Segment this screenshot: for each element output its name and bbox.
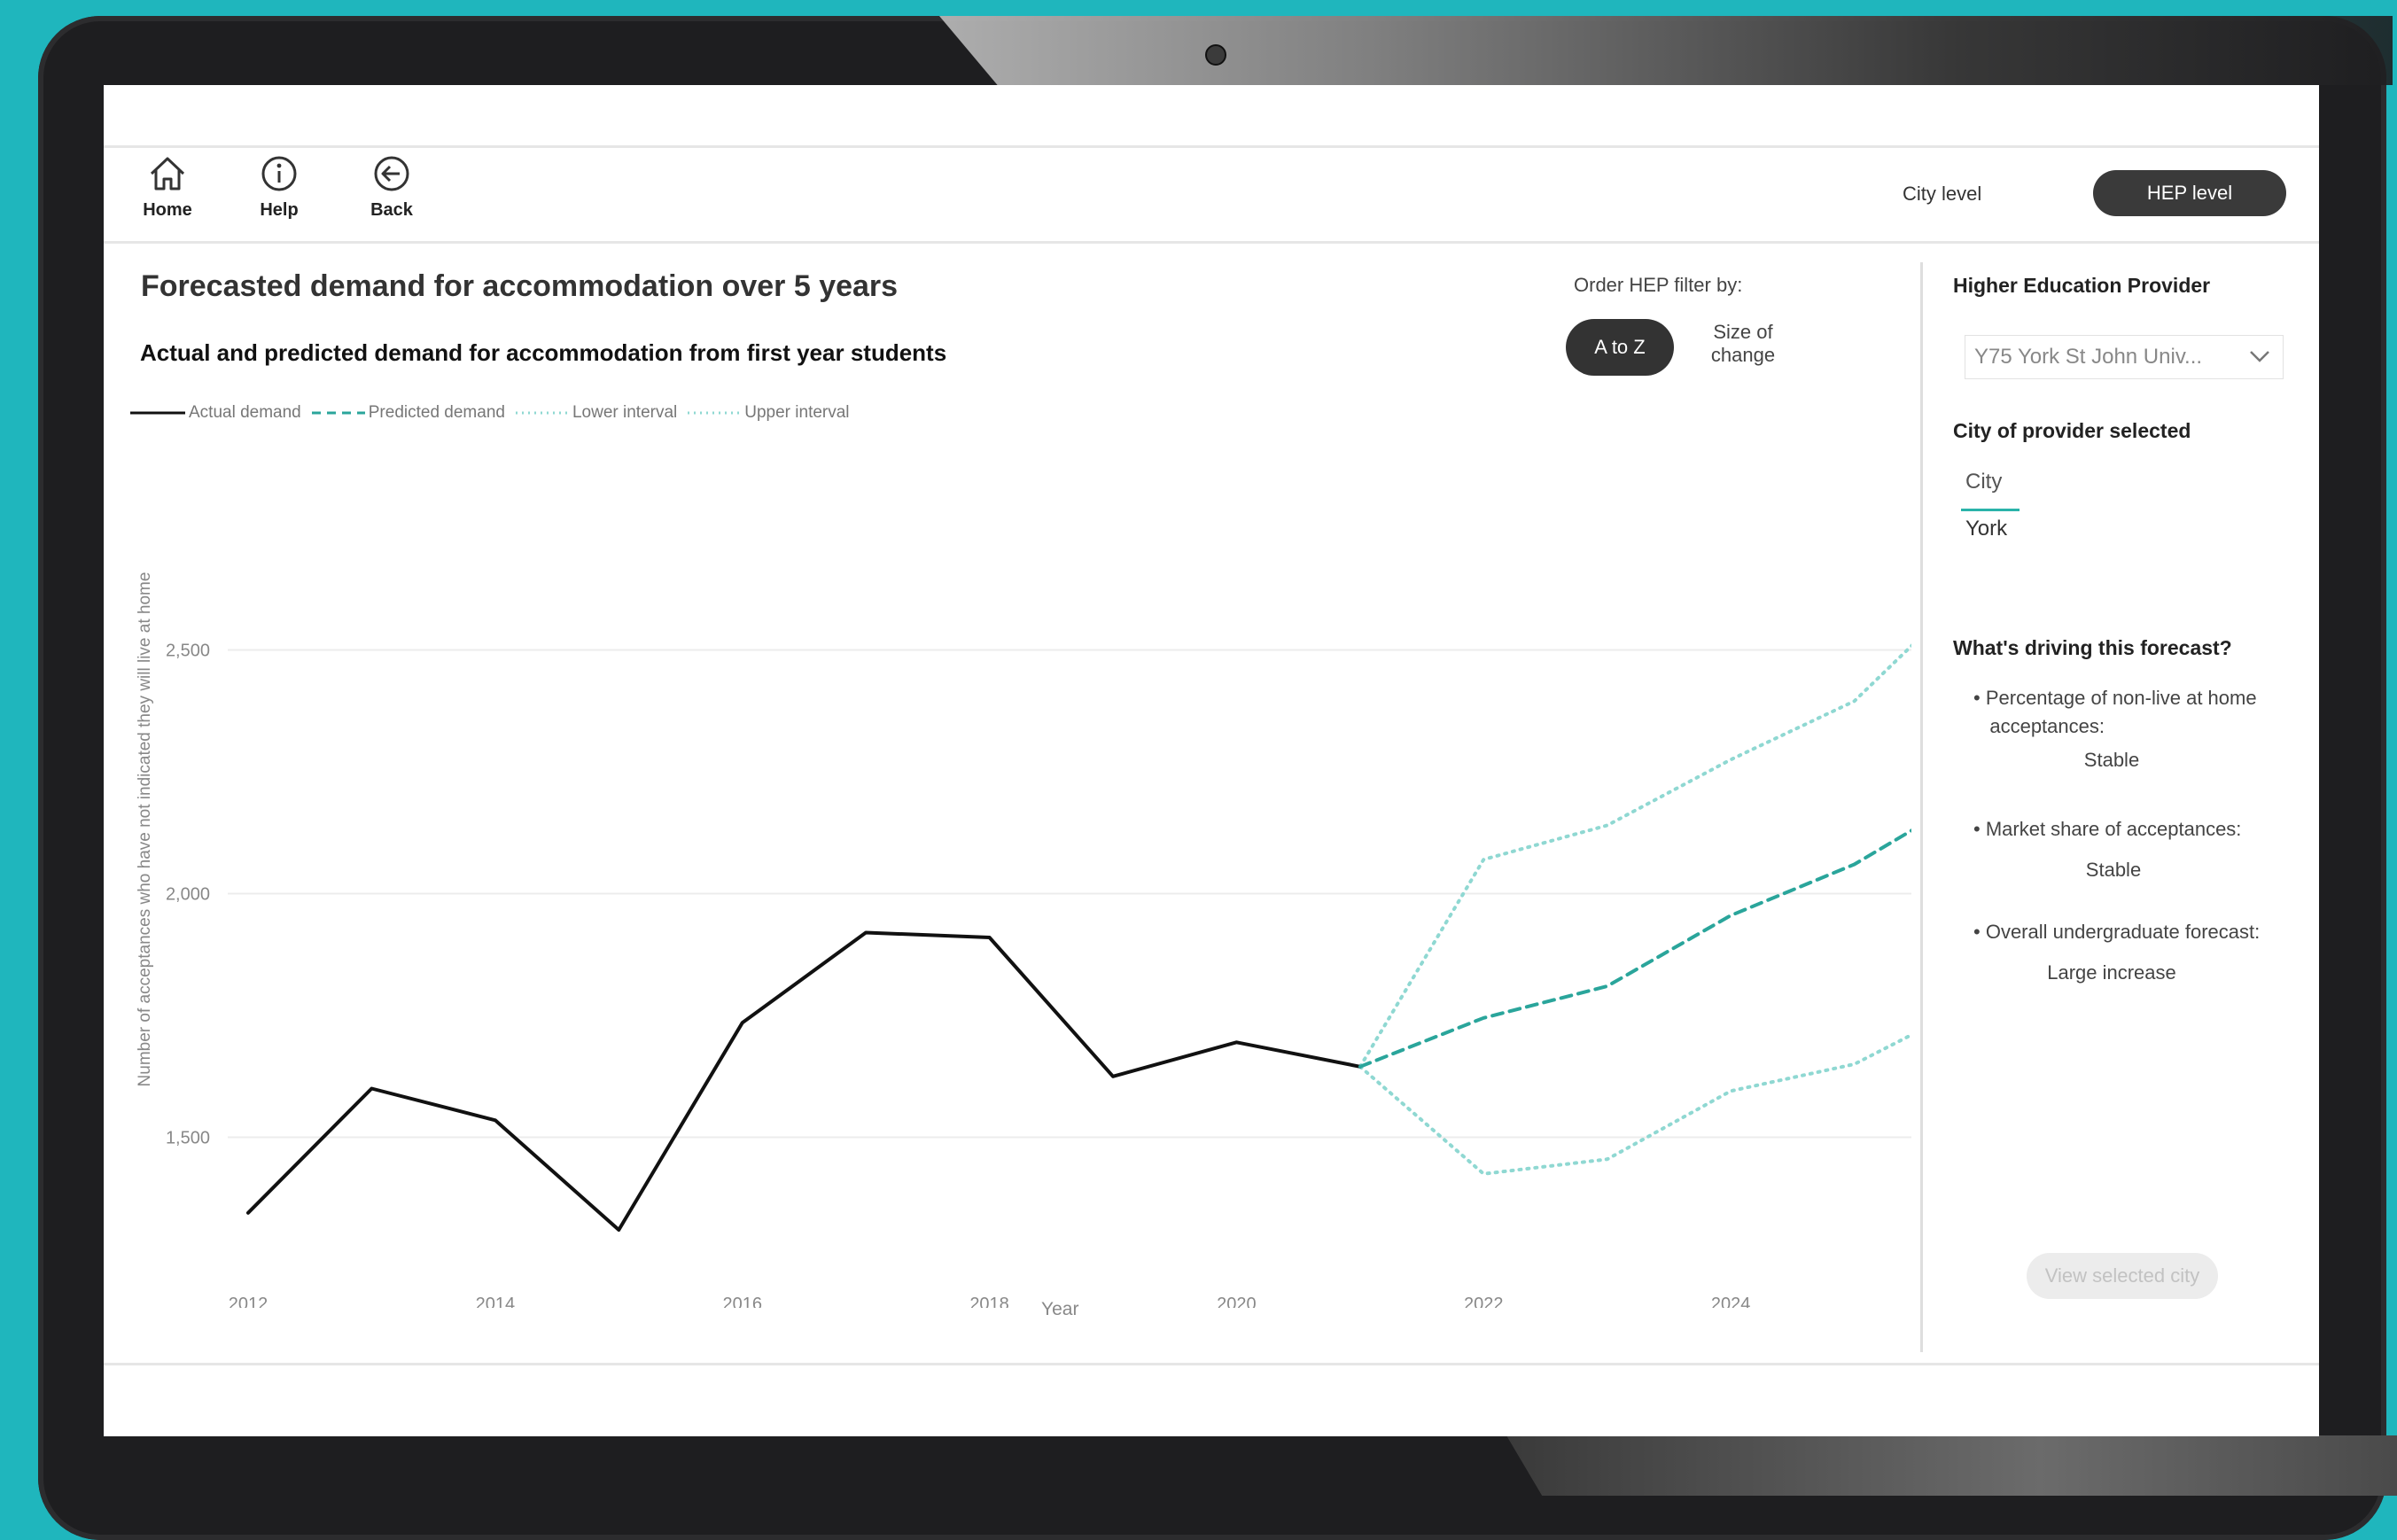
legend-lower-label: Lower interval bbox=[572, 403, 678, 422]
page-title: Forecasted demand for accommodation over… bbox=[141, 269, 899, 303]
y-tick-label: 1,500 bbox=[166, 1129, 210, 1148]
bezel-highlight bbox=[939, 16, 2393, 85]
x-tick-label: 2020 bbox=[1217, 1295, 1257, 1308]
chart-title: Actual and predicted demand for accommod… bbox=[140, 339, 947, 366]
city-value: York bbox=[1965, 517, 2008, 541]
header-divider bbox=[104, 241, 2319, 244]
back-arrow-icon bbox=[374, 156, 409, 191]
legend-actual: Actual demand bbox=[130, 403, 301, 423]
driver-label-cont: acceptances: bbox=[1989, 715, 2105, 737]
x-tick-label: 2014 bbox=[476, 1295, 516, 1308]
provider-select[interactable]: Y75 York St John Univ... bbox=[1965, 335, 2284, 379]
driver-item: • Market share of acceptances: bbox=[1973, 818, 2242, 840]
legend-predicted: Predicted demand bbox=[310, 403, 505, 423]
city-underline bbox=[1961, 509, 2020, 511]
city-column-header: City bbox=[1965, 470, 2003, 494]
drivers-heading: What's driving this forecast? bbox=[1953, 636, 2232, 659]
city-heading: City of provider selected bbox=[1953, 419, 2191, 442]
legend-upper-label: Upper interval bbox=[744, 403, 850, 422]
home-icon bbox=[150, 157, 185, 191]
hep-level-toggle[interactable]: HEP level bbox=[2093, 170, 2286, 216]
base-highlight bbox=[1506, 1435, 2397, 1496]
webcam bbox=[1205, 44, 1226, 66]
info-icon bbox=[261, 156, 297, 191]
y-tick-label: 2,000 bbox=[166, 885, 210, 905]
home-button[interactable]: Home bbox=[132, 154, 203, 221]
driver-item: • Percentage of non-live at home accepta… bbox=[1973, 687, 2257, 737]
help-button[interactable]: Help bbox=[244, 154, 315, 221]
view-selected-city-button[interactable]: View selected city bbox=[2027, 1253, 2218, 1299]
back-label: Back bbox=[370, 200, 413, 220]
legend-actual-label: Actual demand bbox=[189, 403, 301, 422]
back-button[interactable]: Back bbox=[356, 154, 427, 221]
order-size-button[interactable]: Size of change bbox=[1699, 321, 1787, 367]
demand-line-chart: 1,500 2,000 2,500 2012 2014 2016 2018 2020 2022 2… bbox=[166, 642, 1911, 1308]
city-level-toggle[interactable]: City level bbox=[1903, 183, 1982, 205]
provider-heading: Higher Education Provider bbox=[1953, 274, 2211, 297]
chevron-down-icon bbox=[2250, 351, 2269, 362]
order-atoz-button[interactable]: A to Z bbox=[1566, 319, 1674, 376]
legend-lower: Lower interval bbox=[514, 403, 677, 423]
x-tick-label: 2022 bbox=[1464, 1295, 1504, 1308]
driver-label: Overall undergraduate forecast: bbox=[1985, 921, 2261, 943]
sidebar-divider bbox=[1920, 262, 1923, 1352]
driver-value: Stable bbox=[2083, 749, 2140, 771]
change-text: change bbox=[1710, 344, 1776, 366]
driver-value: Stable bbox=[2085, 859, 2142, 881]
help-label: Help bbox=[260, 200, 299, 220]
app-screen: Home Help Back City level HEP level Fore… bbox=[104, 85, 2319, 1436]
actual-demand-line bbox=[246, 930, 1362, 1232]
driver-item: • Overall undergraduate forecast: bbox=[1973, 921, 2261, 943]
x-tick-label: 2016 bbox=[722, 1295, 762, 1308]
upper-interval-line bbox=[1358, 643, 1911, 1069]
lower-interval-line bbox=[1358, 1032, 1911, 1176]
x-axis-title: Year bbox=[1041, 1299, 1079, 1319]
order-filter-label: Order HEP filter by: bbox=[1574, 274, 1743, 296]
x-tick-label: 2018 bbox=[969, 1295, 1009, 1308]
y-tick-label: 2,500 bbox=[166, 642, 210, 661]
legend-upper: Upper interval bbox=[686, 403, 850, 423]
chart-legend: Actual demand Predicted demand Lower int… bbox=[130, 400, 859, 426]
size-of-text: Size of bbox=[1713, 321, 1773, 343]
driver-label: Market share of acceptances: bbox=[1985, 818, 2242, 840]
predicted-demand-line bbox=[1358, 828, 1911, 1069]
driver-value: Large increase bbox=[2047, 961, 2176, 984]
legend-predicted-label: Predicted demand bbox=[368, 403, 505, 422]
provider-select-value: Y75 York St John Univ... bbox=[1974, 345, 2203, 369]
home-label: Home bbox=[143, 200, 192, 220]
footer-divider bbox=[104, 1363, 2319, 1365]
top-divider bbox=[104, 145, 2319, 148]
driver-label: Percentage of non-live at home bbox=[1985, 687, 2257, 709]
x-tick-label: 2024 bbox=[1711, 1295, 1751, 1308]
x-tick-label: 2012 bbox=[229, 1295, 268, 1308]
